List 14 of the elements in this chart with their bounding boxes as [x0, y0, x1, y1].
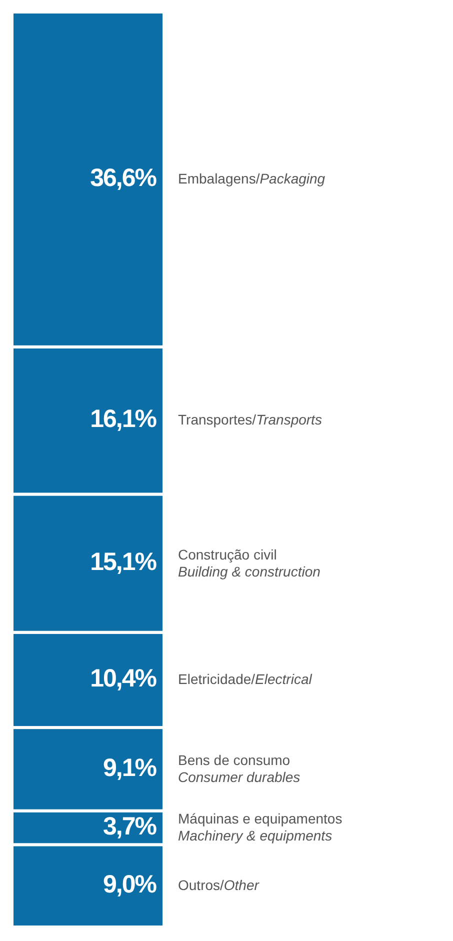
series-label: Máquinas e equipamentos Machinery & equipments	[178, 810, 342, 844]
series-label: Transportes/Transports	[178, 411, 322, 428]
data-label: 3,7%	[103, 812, 157, 840]
data-label: 9,0%	[103, 870, 157, 898]
series-label: Eletricidade/Electrical	[178, 670, 313, 687]
data-label: 10,4%	[90, 664, 157, 693]
data-label: 36,6%	[90, 164, 157, 192]
data-label: 9,1%	[103, 754, 157, 782]
series-label: Construção civil Building & construction	[178, 546, 321, 579]
series-label: Embalagens/Packaging	[178, 170, 326, 186]
series-label: Bens de consumo Consumer durables	[178, 752, 300, 785]
data-label: 16,1%	[90, 405, 157, 434]
series-label: Outros/Other	[178, 876, 260, 893]
data-label: 15,1%	[90, 548, 157, 576]
